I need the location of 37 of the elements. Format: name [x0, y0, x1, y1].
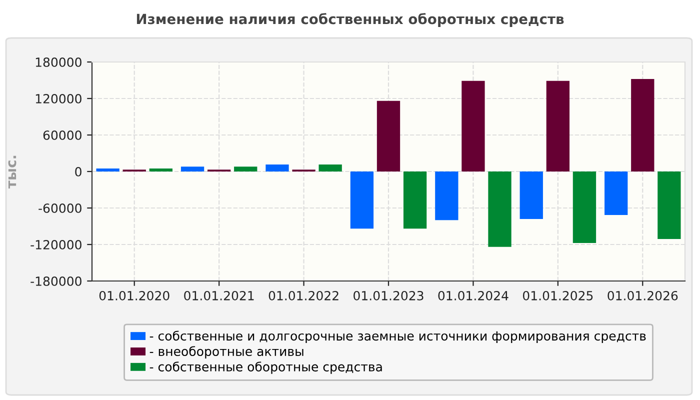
bar [488, 172, 512, 247]
y-axis-title: тыс. [8, 156, 16, 189]
bar [462, 80, 485, 172]
bar [658, 172, 681, 240]
x-tick-label: 01.01.2026 [608, 290, 678, 300]
legend-label: - внеоборотные активы [150, 346, 304, 358]
x-tick-label: 01.01.2025 [522, 290, 593, 300]
bar [318, 164, 342, 172]
bar [96, 168, 120, 172]
y-tick-label: 60000 [43, 130, 82, 140]
bar [546, 80, 570, 172]
bar [376, 100, 400, 172]
bar [572, 172, 596, 243]
bar [435, 172, 458, 220]
bar [604, 172, 628, 215]
x-tick-label: 01.01.2023 [354, 290, 424, 300]
y-tick-label: -120000 [30, 240, 82, 250]
x-tick-label: 01.01.2022 [268, 290, 338, 300]
legend-label: - собственные и долгосрочные заемные источники формирования средств [150, 330, 646, 344]
x-tick-label: 01.01.2020 [99, 290, 170, 300]
y-tick-label: -180000 [30, 276, 82, 286]
bar [631, 79, 654, 172]
bar [266, 164, 289, 172]
bar [520, 172, 543, 219]
y-tick-label: -60000 [38, 203, 82, 213]
y-tick-label: 120000 [36, 94, 82, 104]
bar [403, 172, 427, 229]
legend-label: - собственные оборотные средства [150, 362, 382, 374]
bar [350, 172, 374, 229]
bar [149, 168, 172, 172]
y-tick-label: 180000 [36, 57, 82, 67]
bar [180, 166, 204, 172]
y-tick-label: 0 [75, 166, 82, 176]
x-tick-label: 01.01.2024 [438, 290, 508, 300]
x-tick-label: 01.01.2021 [184, 290, 254, 300]
bar [234, 166, 258, 172]
chart-title: Изменение наличия собственных оборотных средств [136, 13, 564, 27]
